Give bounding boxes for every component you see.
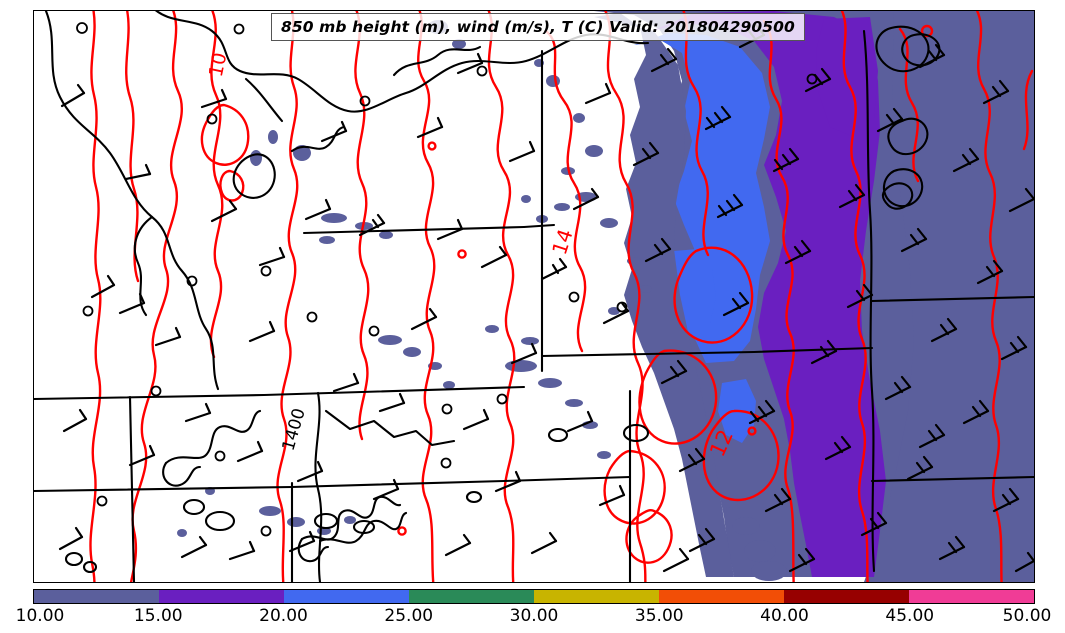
colorbar-band-orange bbox=[659, 590, 784, 603]
colorbar-tick-15-00: 15.00 bbox=[133, 606, 183, 626]
shade-purple-main bbox=[652, 11, 886, 577]
geography-and-height-contours bbox=[34, 11, 1034, 582]
colorbar-tick-10-00: 10.00 bbox=[15, 606, 65, 626]
colorbar-tick-20-00: 20.00 bbox=[259, 606, 308, 626]
map-canvas: 10 14 12 bbox=[34, 11, 1034, 582]
colorbar-band-slate-blue bbox=[34, 590, 159, 603]
colorbar-tick-40-00: 40.00 bbox=[760, 606, 809, 626]
colorbar-tick-labels: 10.00 15.00 20.00 25.00 30.00 35.00 40.00 45.00… bbox=[0, 606, 1065, 630]
colorbar-band-magenta bbox=[909, 590, 1034, 603]
colorbar bbox=[33, 589, 1035, 604]
colorbar-band-olive-yellow bbox=[534, 590, 659, 603]
wind-speed-shading bbox=[177, 11, 1034, 582]
shade-blue-upper bbox=[634, 33, 770, 363]
colorbar-tick-25-00: 25.00 bbox=[384, 606, 434, 626]
colorbar-tick-45-00: 45.00 bbox=[885, 606, 935, 626]
colorbar-band-green bbox=[409, 590, 534, 603]
colorbar-tick-35-00: 35.00 bbox=[634, 606, 684, 626]
colorbar-tick-30-00: 30.00 bbox=[509, 606, 559, 626]
wind-barbs bbox=[58, 23, 1034, 573]
temp-label-14: 14 bbox=[547, 226, 578, 258]
map-panel: 10 14 12 bbox=[33, 10, 1035, 583]
colorbar-band-royal-blue bbox=[284, 590, 409, 603]
figure-title: 850 mb height (m), wind (m/s), T (C) Val… bbox=[281, 18, 795, 36]
colorbar-band-dark-red bbox=[784, 590, 909, 603]
temperature-contours bbox=[89, 11, 1034, 582]
colorbar-band-purple bbox=[159, 590, 284, 603]
colorbar-tick-50-00: 50.00 bbox=[1002, 606, 1052, 626]
figure-title-box: 850 mb height (m), wind (m/s), T (C) Val… bbox=[271, 13, 805, 41]
